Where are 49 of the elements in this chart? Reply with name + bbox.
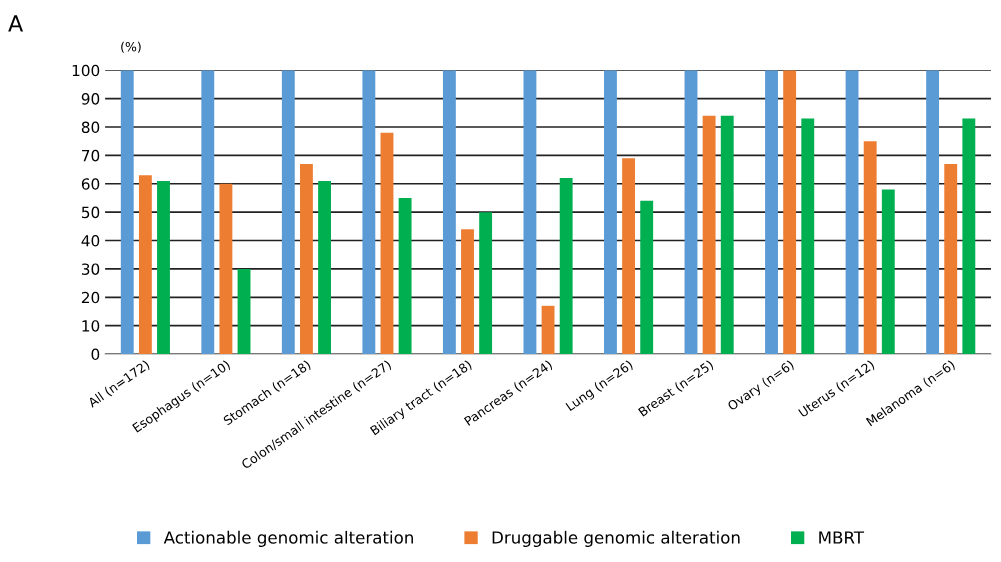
bar [720,115,734,355]
bar [523,70,537,355]
text: A [8,15,24,32]
y-tick-label: 80 [81,121,100,134]
legend-label: MBRT [819,531,865,544]
y-tick-label: 0 [91,348,100,361]
bar [120,70,134,355]
bar [398,197,412,355]
y-tick-label: 50 [81,206,100,219]
bar [237,268,251,355]
legend-label: Actionable genomic alteration [163,530,413,547]
bar [881,189,895,355]
bar [559,178,573,355]
bar [765,70,778,355]
bar [219,183,233,355]
y-tick-label: 20 [81,291,100,304]
bar [281,70,295,355]
bar [863,141,877,355]
legend-label: Druggable genomic alteration [492,530,740,547]
bar [604,70,617,355]
y-tick-label: 90 [81,93,100,105]
bar [300,163,313,355]
y-tick-label: 30 [81,263,100,275]
bar [684,70,698,355]
bar [479,212,493,355]
bar [541,305,555,355]
bar [944,163,958,355]
bar [318,180,332,355]
y-axis-title: (%) [121,41,141,53]
bar [801,118,815,355]
y-tick-label: 60 [81,178,100,190]
bar [442,70,456,355]
y-tick-label: 40 [81,235,100,247]
y-tick-label: 70 [82,149,100,162]
bar [962,118,976,355]
y-tick-label: 10 [82,320,100,332]
bar [622,158,636,355]
bar [640,200,654,355]
bar [157,180,170,355]
bar [380,132,394,355]
bar [461,229,474,355]
bar [783,70,797,355]
bar [201,70,215,355]
bar [926,70,940,355]
bar [845,70,859,355]
bar [138,175,152,355]
bar [362,70,376,355]
y-tick-label: 100 [72,64,100,77]
bar [702,115,716,355]
